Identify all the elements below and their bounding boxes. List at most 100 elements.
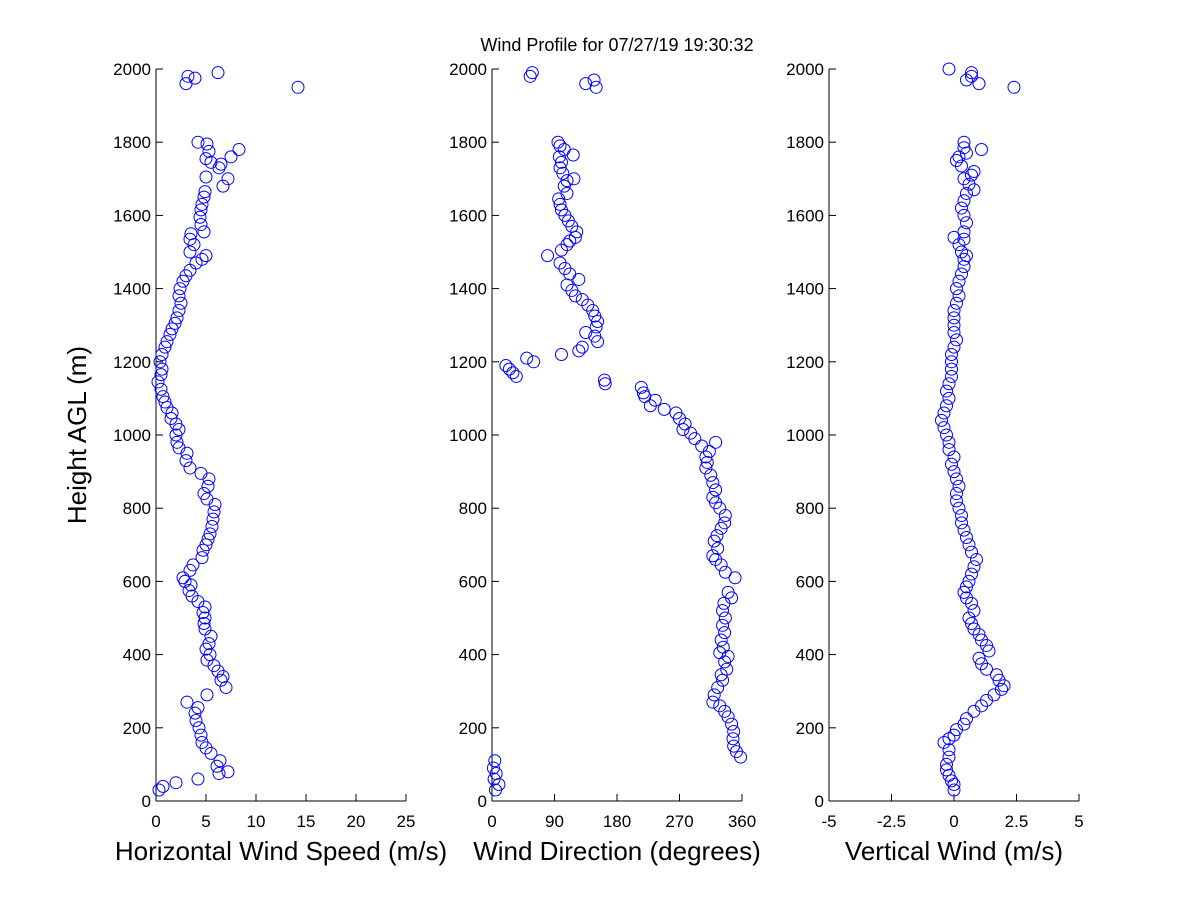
data-point <box>598 373 611 387</box>
x-tick-label: 0 <box>487 812 496 831</box>
data-point <box>553 139 567 153</box>
data-point <box>940 763 953 777</box>
data-point <box>191 135 205 149</box>
y-tick-label: 1600 <box>786 206 824 225</box>
data-point <box>172 304 186 318</box>
data-point <box>957 717 971 731</box>
data-point <box>575 293 589 307</box>
data-point <box>155 362 169 376</box>
data-point <box>947 783 961 797</box>
data-point <box>553 256 567 270</box>
data-point <box>957 232 971 246</box>
data-point <box>709 435 723 449</box>
data-point <box>554 155 568 169</box>
y-tick-label: 1400 <box>786 280 824 299</box>
data-point <box>567 172 581 186</box>
data-point <box>957 172 971 186</box>
data-point <box>216 179 230 193</box>
data-point <box>952 479 966 493</box>
x-tick-label: 180 <box>603 812 631 831</box>
data-point <box>700 455 714 469</box>
y-tick-label: 200 <box>796 719 824 738</box>
data-point <box>937 421 951 435</box>
data-point <box>945 362 958 376</box>
data-point <box>199 249 213 263</box>
y-tick-label: 1200 <box>113 353 151 372</box>
y-tick-label: 1000 <box>786 426 824 445</box>
data-point <box>191 701 205 715</box>
data-point <box>942 743 956 757</box>
data-point <box>173 282 187 296</box>
data-point <box>707 688 721 702</box>
data-point <box>950 487 963 501</box>
data-point <box>957 141 971 155</box>
y-tick-label: 800 <box>123 499 151 518</box>
data-point <box>945 369 958 383</box>
y-tick-label: 1200 <box>786 353 824 372</box>
data-point <box>172 441 186 455</box>
data-point <box>947 304 961 318</box>
data-point <box>942 62 956 76</box>
data-point <box>706 549 720 563</box>
data-point <box>1007 80 1021 94</box>
data-point <box>198 622 212 636</box>
data-point <box>716 618 730 632</box>
x-axis-label: Horizontal Wind Speed (m/s) <box>115 836 447 866</box>
data-point <box>947 326 961 340</box>
data-point <box>714 633 728 647</box>
data-point <box>718 626 732 640</box>
data-point <box>178 574 192 588</box>
data-point <box>965 616 978 630</box>
data-point <box>669 406 683 420</box>
x-tick-label: 5 <box>201 812 210 831</box>
data-point <box>711 681 725 695</box>
data-point <box>982 644 996 658</box>
data-point <box>197 616 211 630</box>
data-point <box>560 174 574 188</box>
data-point <box>214 673 228 687</box>
data-point <box>184 227 198 241</box>
data-point <box>935 413 948 427</box>
data-point <box>718 565 732 579</box>
data-point <box>155 347 169 361</box>
data-point <box>520 351 534 365</box>
data-point <box>710 529 724 543</box>
data-point <box>950 494 963 508</box>
data-point <box>942 435 956 449</box>
data-point <box>725 717 739 731</box>
data-point <box>199 152 213 166</box>
y-axis-label: Height AGL (m) <box>62 346 92 524</box>
data-point <box>960 580 973 594</box>
data-point <box>975 657 988 671</box>
panel-vertical-wind: 0 200 400 600 800 1000 1200 1400 1600 1800 2000 -5 -… <box>786 60 1084 866</box>
data-point <box>221 765 235 779</box>
data-point <box>950 333 963 347</box>
data-point <box>213 754 227 768</box>
data-point <box>588 329 602 343</box>
data-point <box>960 216 973 230</box>
data-point <box>487 772 501 786</box>
data-point <box>152 783 166 797</box>
data-point <box>940 399 953 413</box>
data-point <box>163 327 177 341</box>
data-point <box>160 335 174 349</box>
data-point <box>657 402 671 416</box>
y-tick-label: 1400 <box>113 280 151 299</box>
data-point <box>727 739 741 753</box>
data-point <box>718 611 732 625</box>
data-point <box>207 505 221 519</box>
data-point <box>970 552 983 566</box>
data-point <box>523 69 537 83</box>
data-point <box>709 552 723 566</box>
data-point <box>201 479 215 493</box>
data-point <box>156 390 170 404</box>
data-point <box>553 161 567 175</box>
y-tick-label: 400 <box>123 646 151 665</box>
data-point <box>198 185 212 199</box>
data-point <box>195 735 209 749</box>
data-point <box>154 382 168 396</box>
data-point <box>716 604 730 618</box>
data-point <box>211 66 225 80</box>
data-point <box>704 468 718 482</box>
data-point <box>695 439 709 453</box>
